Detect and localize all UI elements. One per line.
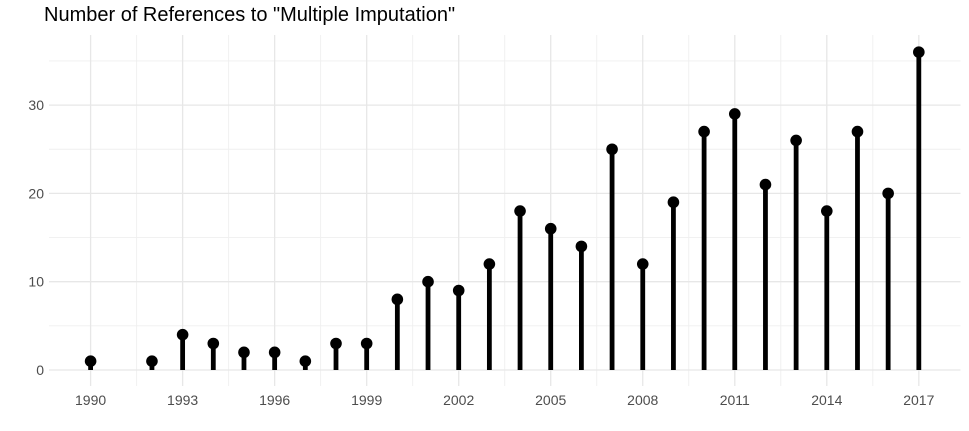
lollipop-point	[84, 355, 97, 367]
x-axis-tick-label: 2014	[811, 392, 842, 408]
plot-title: Number of References to "Multiple Imputa…	[44, 4, 456, 26]
x-axis-tick-label: 2005	[535, 392, 566, 408]
lollipop-point	[299, 355, 312, 367]
lollipop-point	[330, 337, 342, 350]
x-axis-tick-label: 1999	[351, 392, 382, 408]
lollipop-point	[146, 355, 158, 367]
lollipop-point	[575, 240, 588, 253]
lollipop-point	[360, 337, 373, 350]
lollipop-point	[882, 187, 894, 200]
lollipop-point	[483, 258, 496, 270]
lollipop-point	[422, 275, 434, 288]
lollipop-point	[698, 125, 710, 138]
lollipop-point	[821, 205, 833, 217]
lollipop-point	[759, 178, 772, 191]
x-axis-tick-label: 1993	[167, 392, 198, 408]
y-axis-tick-label: 30	[28, 97, 44, 113]
lollipop-point	[667, 196, 680, 209]
y-axis-tick-label: 20	[28, 185, 44, 201]
lollipop-point	[728, 108, 741, 120]
x-axis-tick-label: 1996	[259, 392, 290, 408]
lollipop-point	[268, 346, 281, 359]
lollipop-point	[514, 205, 526, 217]
y-axis-tick-label: 10	[28, 274, 44, 290]
lollipop-point	[544, 222, 557, 235]
lollipop-point	[606, 143, 618, 156]
lollipop-point	[207, 337, 220, 350]
lollipop-point	[176, 328, 189, 341]
lollipop-point	[391, 293, 404, 306]
lollipop-point	[851, 125, 864, 138]
x-axis-tick-label: 2011	[720, 392, 750, 408]
x-axis-tick-label: 2002	[443, 392, 474, 408]
lollipop-point	[790, 134, 802, 147]
lollipop-point	[452, 284, 465, 297]
lollipop-point	[636, 258, 649, 270]
lollipop-point	[913, 46, 925, 58]
x-axis-tick-label: 1990	[75, 392, 106, 408]
lollipop-point	[238, 346, 250, 359]
x-axis-tick-label: 2017	[903, 392, 934, 408]
x-axis-tick-label: 2008	[627, 392, 658, 408]
y-axis-tick-label: 0	[36, 362, 44, 378]
